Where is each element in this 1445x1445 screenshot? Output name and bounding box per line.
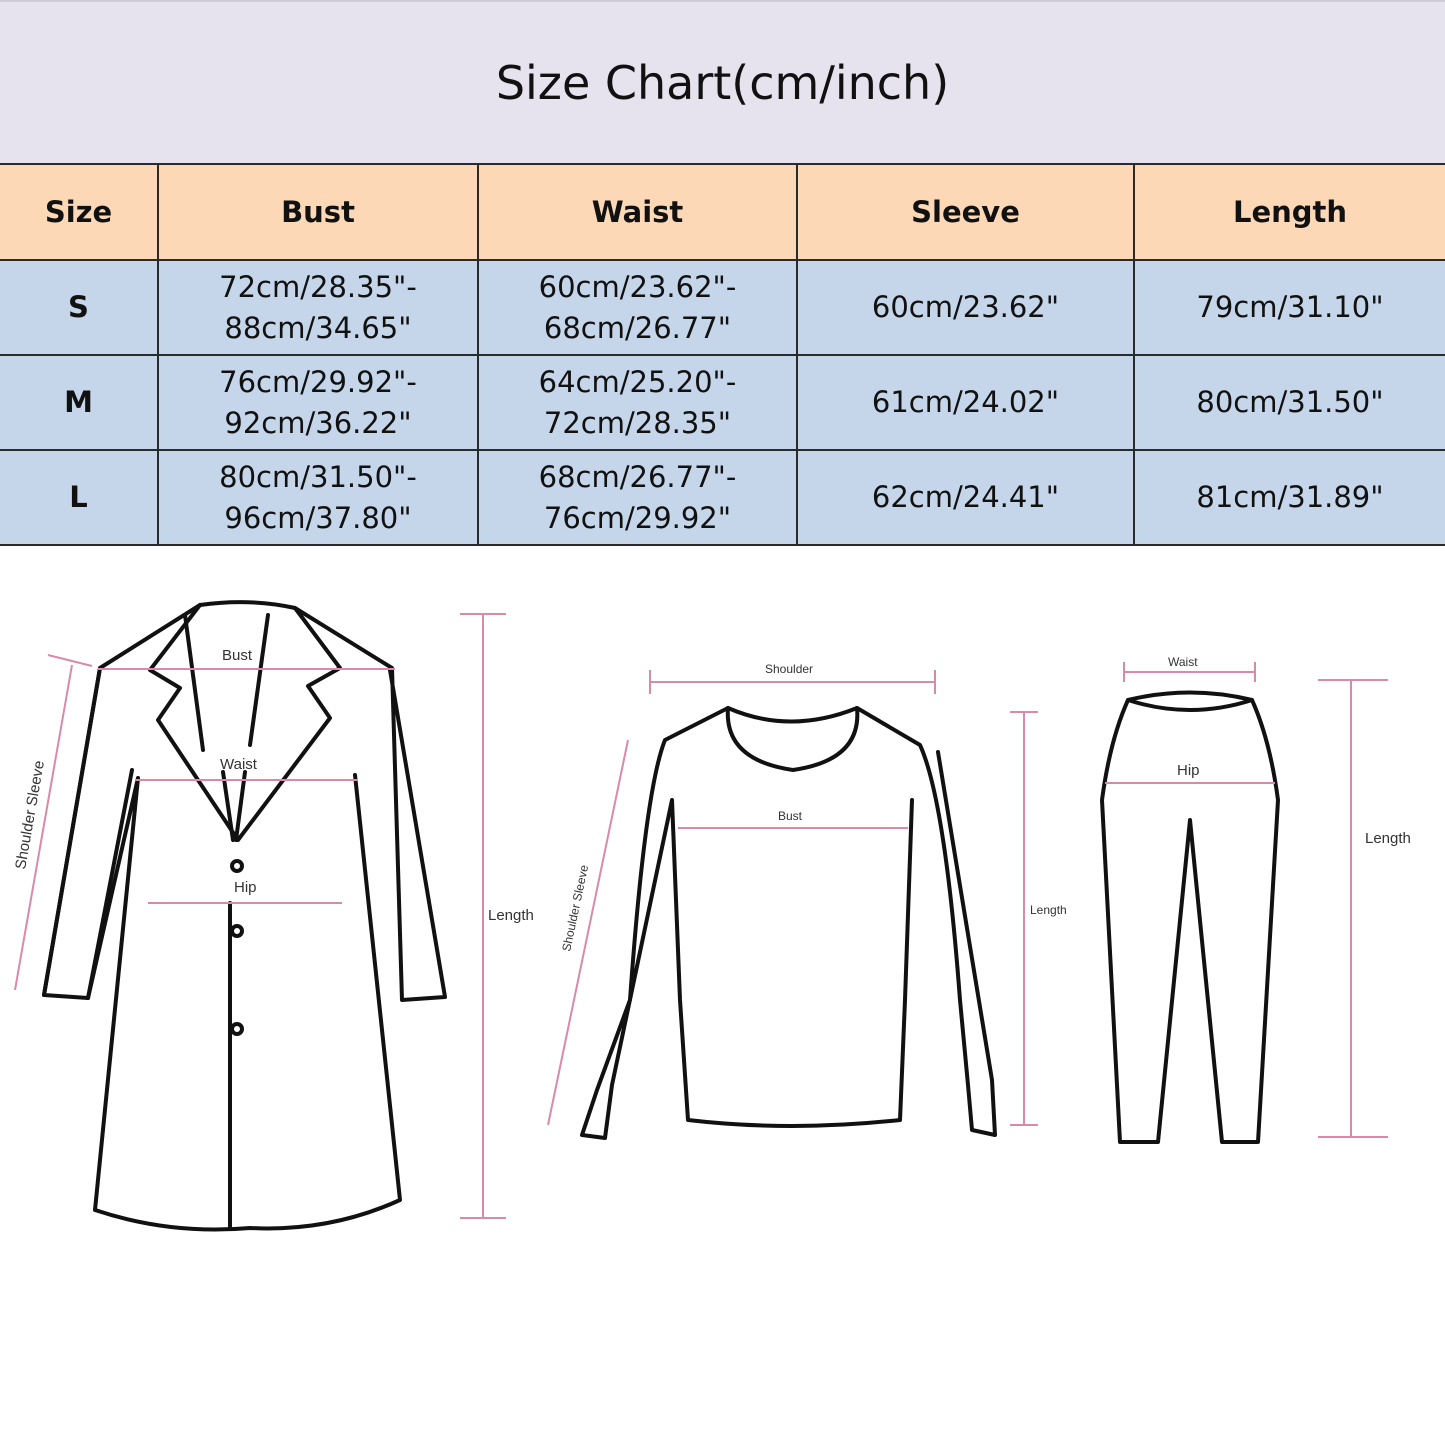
header-waist: Waist [477, 163, 798, 261]
bust-max: 96cm/37.80" [224, 500, 412, 535]
bust-cell: 72cm/28.35"- 88cm/34.65" [157, 259, 479, 356]
waist-cell: 60cm/23.62"- 68cm/26.77" [477, 259, 798, 356]
header-bust: Bust [157, 163, 479, 261]
coat-diagram: Bust Waist Hip Length Shoulder Sleeve [12, 600, 534, 1232]
title-band: Size Chart(cm/inch) [0, 0, 1445, 163]
sweater-outline [580, 706, 997, 1140]
length-cell: 79cm/31.10" [1133, 259, 1445, 356]
page-title: Size Chart(cm/inch) [495, 55, 950, 110]
sweater-sleeve-label: Shoulder Sleeve [559, 863, 591, 952]
header-size: Size [0, 163, 159, 261]
sweater-bust-label: Bust [778, 809, 803, 823]
button-icon [230, 924, 244, 938]
sleeve-cell: 61cm/24.02" [796, 354, 1135, 451]
table-row: S 72cm/28.35"- 88cm/34.65" 60cm/23.62"- 68… [0, 259, 1445, 356]
sleeve-cell: 60cm/23.62" [796, 259, 1135, 356]
coat-waist-label: Waist [220, 756, 258, 773]
waist-min: 64cm/25.20"- [538, 364, 737, 399]
table-row: M 76cm/29.92"- 92cm/36.22" 64cm/25.20"- 72… [0, 354, 1445, 451]
sweater-length-label: Length [1030, 903, 1067, 917]
length-cell: 81cm/31.89" [1133, 449, 1445, 546]
table-header-row: Size Bust Waist Sleeve Length [0, 163, 1445, 261]
size-cell: M [0, 354, 159, 451]
waist-max: 72cm/28.35" [543, 405, 732, 440]
pants-hip-label: Hip [1177, 762, 1200, 779]
button-icon [230, 859, 244, 873]
bust-max: 92cm/36.22" [224, 405, 412, 440]
pants-diagram: Waist Hip Length [1100, 655, 1411, 1144]
bust-min: 80cm/31.50"- [219, 459, 417, 494]
coat-bust-label: Bust [222, 647, 253, 664]
waist-cell: 68cm/26.77"- 76cm/29.92" [477, 449, 798, 546]
size-table: Size Bust Waist Sleeve Length S 72cm/28.… [0, 163, 1445, 546]
pants-length-label: Length [1365, 830, 1411, 847]
bust-max: 88cm/34.65" [224, 310, 412, 345]
size-cell: L [0, 449, 159, 546]
table-row: L 80cm/31.50"- 96cm/37.80" 68cm/26.77"- 76… [0, 449, 1445, 546]
size-cell: S [0, 259, 159, 356]
waist-cell: 64cm/25.20"- 72cm/28.35" [477, 354, 798, 451]
coat-lapel [148, 603, 342, 842]
waist-max: 68cm/26.77" [543, 310, 732, 345]
sweater-diagram: Shoulder Bust Length Shoulder Sleeve [547, 662, 1067, 1140]
waist-max: 76cm/29.92" [543, 500, 732, 535]
header-length: Length [1133, 163, 1445, 261]
header-sleeve: Sleeve [796, 163, 1135, 261]
coat-sleeve-label: Shoulder Sleeve [12, 759, 48, 870]
bust-cell: 76cm/29.92"- 92cm/36.22" [157, 354, 479, 451]
pants-waist-label: Waist [1168, 655, 1198, 669]
bust-cell: 80cm/31.50"- 96cm/37.80" [157, 449, 479, 546]
coat-length-label: Length [488, 907, 534, 924]
waist-min: 60cm/23.62"- [538, 269, 737, 304]
coat-outline [42, 600, 447, 1232]
length-cell: 80cm/31.50" [1133, 354, 1445, 451]
coat-hip-label: Hip [234, 879, 257, 896]
waist-min: 68cm/26.77"- [538, 459, 737, 494]
bust-min: 76cm/29.92"- [219, 364, 417, 399]
button-icon [230, 1022, 244, 1036]
pants-outline [1100, 690, 1280, 1144]
sleeve-cell: 62cm/24.41" [796, 449, 1135, 546]
sweater-shoulder-label: Shoulder [765, 662, 813, 676]
bust-min: 72cm/28.35"- [219, 269, 417, 304]
